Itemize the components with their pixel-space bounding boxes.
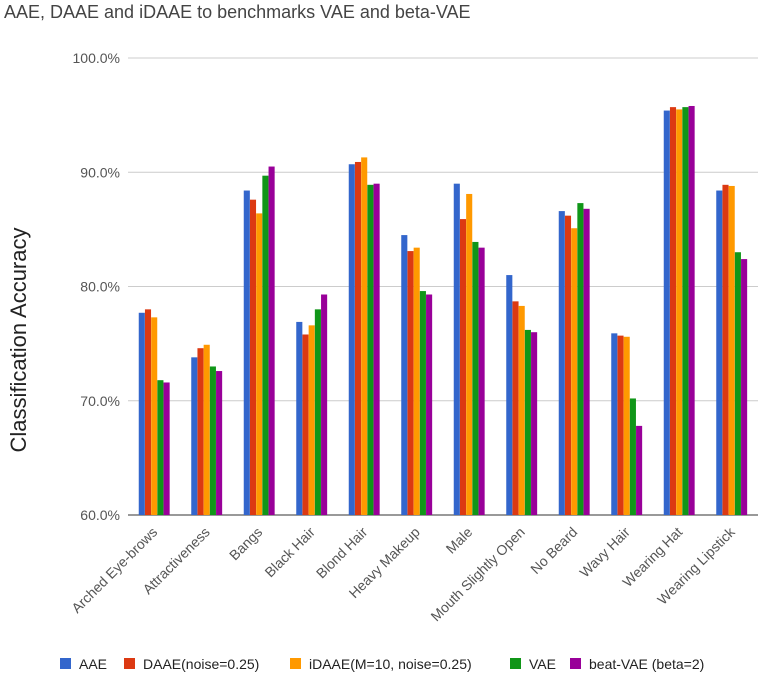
bar (157, 380, 164, 515)
bar (413, 247, 420, 515)
bar (518, 305, 525, 515)
legend-label: beat-VAE (beta=2) (589, 656, 704, 672)
bar (296, 321, 303, 515)
legend-label: AAE (79, 656, 107, 672)
bar (734, 252, 741, 515)
bar (506, 275, 513, 515)
bar (682, 107, 689, 515)
bar (636, 425, 643, 515)
bar (669, 107, 677, 515)
bar (302, 334, 309, 515)
x-tick-label: Black Hair (261, 524, 318, 581)
bar (209, 366, 216, 515)
legend-swatch (290, 658, 301, 669)
bar (151, 317, 158, 515)
bar (256, 213, 263, 515)
bar (308, 325, 315, 515)
x-tick-label: Wavy Hair (576, 524, 633, 581)
bar (249, 199, 257, 516)
bar (741, 259, 748, 515)
chart-title: AAE, DAAE and iDAAE to benchmarks VAE an… (4, 2, 471, 22)
x-tick-label: Arched Eye-brows (68, 524, 160, 616)
bar (373, 183, 380, 516)
x-tick-label: No Beard (527, 524, 580, 577)
y-tick-label: 100.0% (73, 50, 120, 66)
x-tick-label: Male (443, 524, 476, 557)
legend-swatch (570, 658, 581, 669)
bar (401, 235, 408, 515)
bar (197, 348, 204, 515)
bar (354, 161, 362, 515)
legend-swatch (60, 658, 71, 669)
bar (203, 344, 210, 515)
bar (419, 291, 426, 515)
bar (623, 336, 630, 515)
y-tick-label: 70.0% (80, 393, 120, 409)
bar (571, 228, 578, 516)
legend-label: iDAAE(M=10, noise=0.25) (309, 656, 472, 672)
bar (583, 208, 590, 515)
bar (268, 166, 275, 515)
bar (314, 309, 321, 515)
bar (478, 247, 485, 515)
bar (558, 211, 565, 515)
legend-label: VAE (529, 656, 556, 672)
bar (629, 398, 636, 515)
legend-swatch (124, 658, 135, 669)
bar (216, 371, 223, 515)
x-tick-label: Mouth Slightly Open (427, 524, 527, 624)
bar (722, 184, 729, 515)
bar (361, 157, 368, 515)
bar (531, 332, 538, 515)
y-tick-label: 60.0% (80, 507, 120, 523)
y-tick-label: 80.0% (80, 279, 120, 295)
bar (688, 105, 695, 516)
legend-swatch (510, 658, 521, 669)
bar (321, 294, 328, 515)
bar (617, 335, 624, 515)
bar (577, 203, 584, 515)
x-tick-label: Bangs (226, 524, 265, 563)
y-tick-label: 90.0% (80, 164, 120, 180)
bar (163, 382, 170, 515)
bar (564, 215, 572, 516)
bar (466, 193, 473, 515)
bar (144, 309, 152, 515)
bar (367, 184, 374, 515)
bar (611, 333, 618, 515)
bar (676, 109, 683, 515)
bar (524, 329, 531, 515)
legend-label: DAAE(noise=0.25) (143, 656, 259, 672)
bar (663, 110, 670, 516)
bar (243, 190, 250, 515)
bar (716, 190, 723, 515)
bar (512, 301, 519, 515)
bar (348, 164, 355, 515)
bar (426, 294, 433, 515)
bar (138, 312, 145, 515)
bar (472, 241, 479, 515)
y-axis-ticks: 60.0% 70.0% 80.0% 90.0% 100.0% (73, 50, 120, 523)
y-axis-label: Classification Accuracy (6, 228, 31, 453)
legend: AAE DAAE(noise=0.25) iDAAE(M=10, noise=0.2… (60, 656, 704, 672)
bar (191, 357, 198, 515)
bar (459, 219, 467, 515)
bar (453, 183, 460, 516)
bar (407, 251, 414, 515)
bars (138, 105, 748, 516)
bar (262, 175, 269, 516)
bar (728, 185, 735, 515)
gridlines (128, 57, 758, 516)
